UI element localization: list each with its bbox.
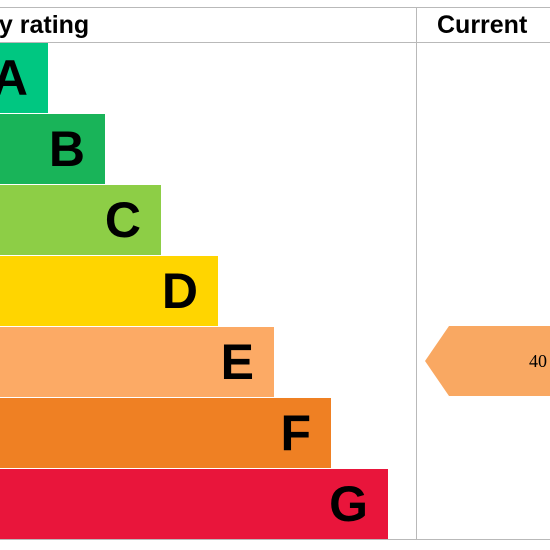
chart-title: ergy rating	[0, 11, 90, 39]
current-column-header: Current	[437, 11, 528, 39]
current-rating-arrow	[425, 326, 550, 396]
rating-band-b: B	[0, 114, 105, 184]
rating-band-label-c: C	[104, 192, 141, 248]
column-divider	[416, 7, 417, 540]
rating-band-label-f: F	[280, 405, 311, 461]
table-top-border	[0, 7, 550, 8]
rating-band-f: F	[0, 398, 331, 468]
rating-band-label-b: B	[48, 121, 85, 177]
current-rating-value: 40	[529, 351, 547, 371]
rating-band-g: G	[0, 469, 388, 539]
rating-band-e: E	[0, 327, 274, 397]
rating-band-label-g: G	[329, 476, 368, 532]
rating-band-label-e: E	[220, 334, 254, 390]
rating-band-label-a: A	[0, 50, 28, 106]
table-bottom-border	[0, 539, 550, 540]
rating-band-d: D	[0, 256, 218, 326]
rating-band-c: C	[0, 185, 161, 255]
header-divider	[0, 42, 550, 43]
rating-band-label-d: D	[161, 263, 198, 319]
rating-band-a: A	[0, 43, 48, 113]
